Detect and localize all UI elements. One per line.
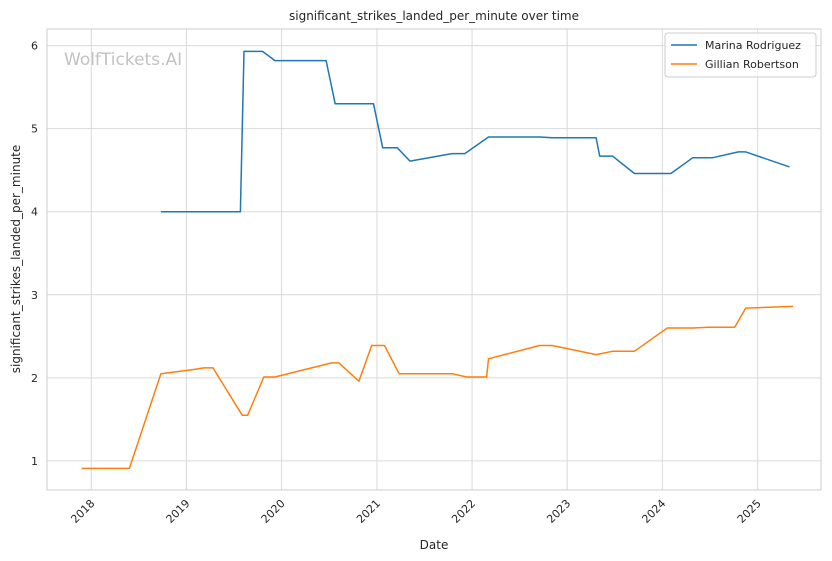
x-axis-label: Date [420, 538, 449, 552]
watermark: WolfTickets.AI [64, 50, 182, 70]
legend-label: Marina Rodriguez [705, 39, 801, 52]
series-line-1 [160, 50, 790, 213]
y-axis-label: significant_strikes_landed_per_minute [9, 145, 23, 374]
y-tick-label: 2 [31, 372, 38, 385]
legend-box [664, 32, 817, 78]
y-tick-label: 1 [31, 455, 38, 468]
y-tick-label: 4 [31, 206, 38, 219]
plot-area [46, 28, 822, 491]
legend-label: Gillian Robertson [705, 58, 799, 71]
y-tick-label: 6 [31, 40, 38, 53]
chart-title: significant_strikes_landed_per_minute ov… [289, 9, 579, 23]
series-line-2 [81, 305, 794, 470]
legend: Marina Rodriguez Gillian Robertson [664, 32, 817, 78]
series-group [81, 50, 794, 470]
y-tick-label: 3 [31, 289, 38, 302]
y-tick-label: 5 [31, 123, 38, 136]
